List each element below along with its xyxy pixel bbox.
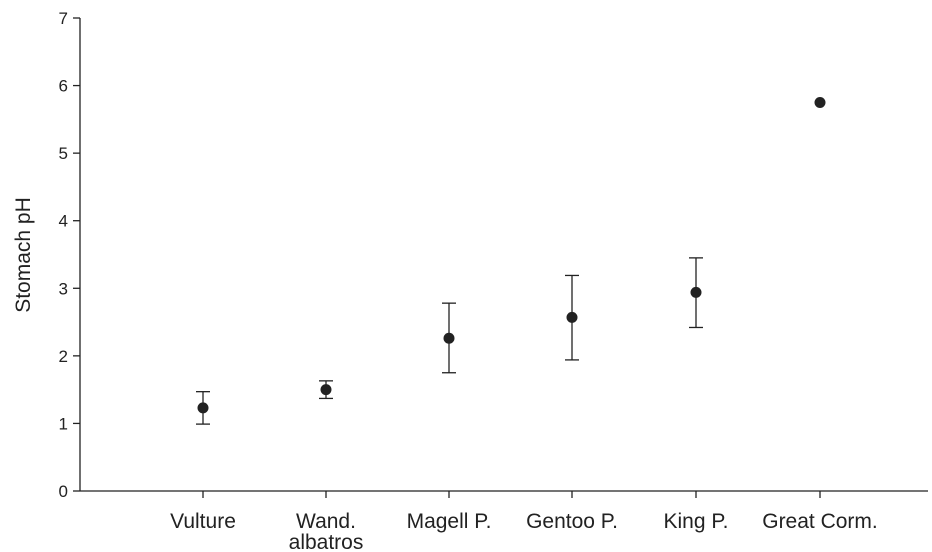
y-tick-label: 4 bbox=[59, 212, 68, 231]
x-tick-label: albatros bbox=[289, 531, 364, 552]
y-tick-label: 0 bbox=[59, 482, 68, 501]
y-tick-label: 6 bbox=[59, 77, 68, 96]
y-tick-label: 5 bbox=[59, 144, 68, 163]
x-axis: Vulture Wand.albatros Magell P. Gentoo P. Ki… bbox=[80, 490, 928, 552]
x-tick-label: Wand. bbox=[296, 510, 356, 533]
data-point bbox=[197, 402, 209, 414]
data-series bbox=[196, 96, 826, 425]
data-point bbox=[443, 332, 455, 344]
data-point bbox=[320, 384, 332, 396]
y-axis: 0 1 2 3 4 5 6 7 bbox=[59, 9, 81, 501]
y-tick-label: 2 bbox=[59, 347, 68, 366]
x-tick-label: Great Corm. bbox=[762, 510, 878, 533]
x-tick-label: Magell P. bbox=[407, 510, 492, 533]
x-tick-label: Vulture bbox=[170, 510, 236, 533]
y-tick-label: 1 bbox=[59, 414, 68, 433]
data-point bbox=[690, 286, 702, 298]
x-tick-label: Gentoo P. bbox=[526, 510, 618, 533]
data-point bbox=[814, 96, 826, 108]
data-point bbox=[566, 311, 578, 323]
y-axis-title: Stomach pH bbox=[12, 197, 35, 313]
y-tick-label: 3 bbox=[59, 279, 68, 298]
x-tick-label: King P. bbox=[664, 510, 729, 533]
y-tick-label: 7 bbox=[59, 9, 68, 28]
